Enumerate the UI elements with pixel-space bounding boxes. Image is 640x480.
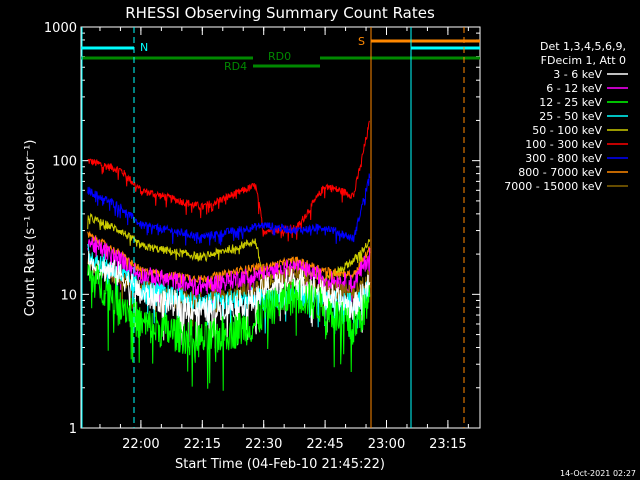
legend: Det 1,3,4,5,6,9,FDecim 1, Att 03 - 6 keV…	[504, 40, 628, 193]
rd4-label: RD4	[224, 60, 247, 73]
y-axis-label: Count Rate (s⁻¹ detector⁻¹)	[23, 140, 38, 317]
legend-entry-label: 50 - 100 keV	[532, 124, 602, 137]
series-line	[87, 263, 371, 391]
x-tick-label: 22:00	[122, 437, 159, 452]
legend-header: Det 1,3,4,5,6,9,	[540, 40, 626, 53]
y-tick-label: 1	[69, 422, 77, 437]
legend-header: FDecim 1, Att 0	[541, 54, 626, 67]
x-tick-label: 22:30	[245, 437, 282, 452]
legend-entry-label: 100 - 300 keV	[525, 138, 602, 151]
y-tick-label: 1000	[44, 21, 77, 36]
saa-label: S	[358, 35, 365, 48]
x-tick-label: 23:00	[368, 437, 405, 452]
x-tick-label: 22:45	[306, 437, 343, 452]
plot-frame	[80, 26, 481, 429]
night-label: N	[140, 41, 148, 54]
legend-entry-label: 6 - 12 keV	[546, 82, 602, 95]
y-tick-label: 100	[52, 155, 77, 170]
rd0-label: RD0	[268, 50, 291, 63]
plot-area: 1 10 100 1000 22:00 22:15 22:30 22:45 23:00 23:15…	[44, 21, 481, 452]
series-line	[87, 251, 371, 350]
chart-title: RHESSI Observing Summary Count Rates	[125, 4, 435, 22]
x-axis-label: Start Time (04-Feb-10 21:45:22)	[175, 457, 385, 472]
legend-entry-label: 3 - 6 keV	[553, 68, 602, 81]
legend-entry-label: 800 - 7000 keV	[518, 166, 602, 179]
x-tick-label: 23:15	[429, 437, 466, 452]
series-line	[87, 236, 371, 311]
legend-entry-label: 300 - 800 keV	[525, 152, 602, 165]
timestamp: 14-Oct-2021 02:27	[560, 469, 636, 478]
legend-entry-label: 7000 - 15000 keV	[504, 180, 602, 193]
series-line	[87, 173, 371, 246]
y-tick-label: 10	[60, 288, 77, 303]
series-line	[87, 243, 370, 337]
series-line	[87, 120, 371, 242]
x-tick-label: 22:15	[184, 437, 221, 452]
legend-entry-label: 12 - 25 keV	[539, 96, 602, 109]
legend-entry-label: 25 - 50 keV	[539, 110, 602, 123]
